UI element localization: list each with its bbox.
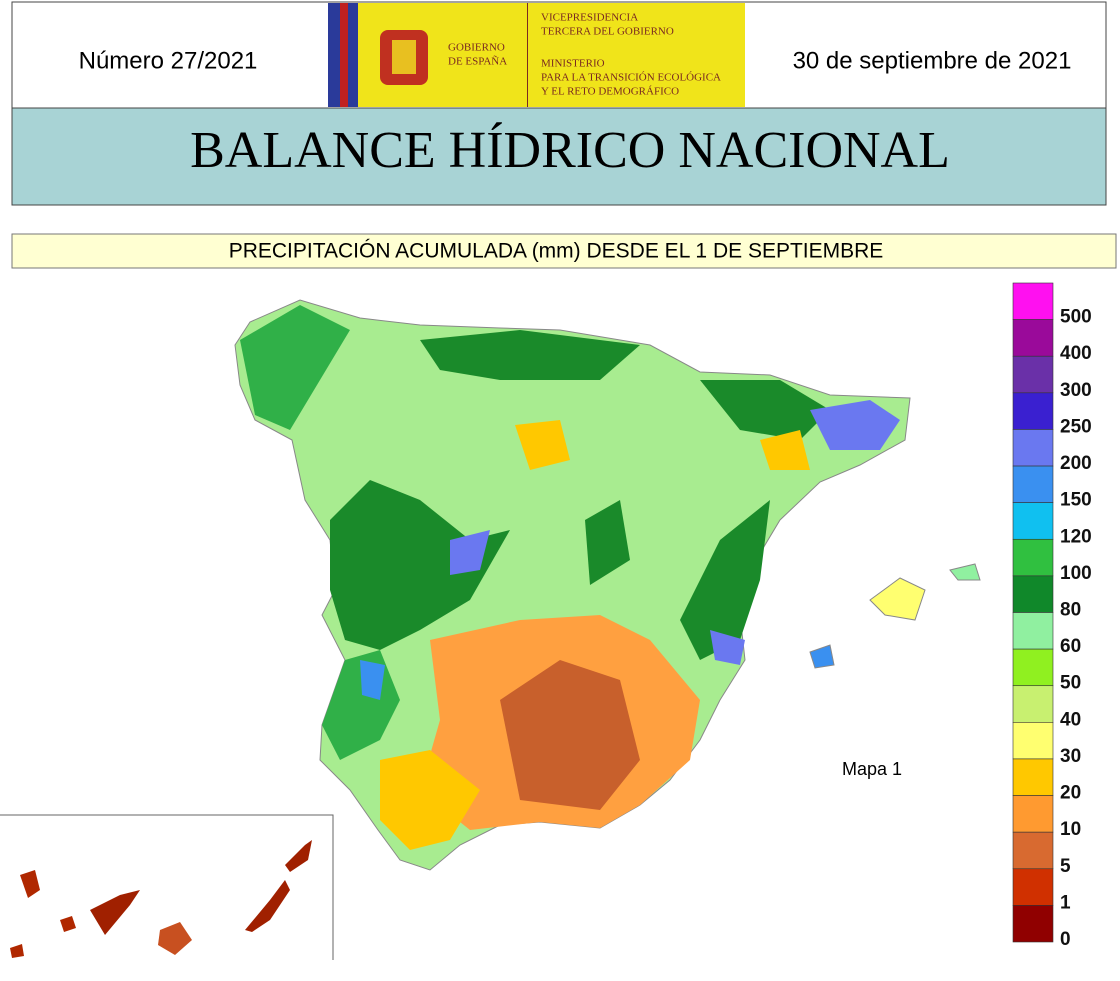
legend-swatch xyxy=(1012,868,1054,906)
logo-text: PARA LA TRANSICIÓN ECOLÓGICA xyxy=(541,72,721,84)
legend-label: 40 xyxy=(1060,709,1081,730)
legend-swatch xyxy=(1012,502,1054,540)
legend-label: 120 xyxy=(1060,526,1092,547)
logo-text: GOBIERNO xyxy=(448,42,505,54)
legend-label: 100 xyxy=(1060,563,1092,584)
issue-number: Número 27/2021 xyxy=(79,47,258,74)
legend-swatch xyxy=(1012,282,1054,320)
title-band xyxy=(11,107,1107,206)
legend-swatch xyxy=(1012,575,1054,613)
legend-swatch xyxy=(1012,429,1054,467)
legend-label: 150 xyxy=(1060,490,1092,511)
logo-text: VICEPRESIDENCIA xyxy=(541,12,638,24)
issue-date: 30 de septiembre de 2021 xyxy=(793,47,1072,74)
legend-swatch xyxy=(1012,648,1054,687)
legend-label: 200 xyxy=(1060,453,1092,474)
legend-label: 400 xyxy=(1060,343,1092,364)
logo-text: Y EL RETO DEMOGRÁFICO xyxy=(541,86,679,98)
legend-swatch xyxy=(1012,795,1054,833)
legend-swatch xyxy=(1012,612,1054,650)
logo-text: TERCERA DEL GOBIERNO xyxy=(541,26,674,38)
legend-swatch xyxy=(1012,355,1054,394)
logo-text: DE ESPAÑA xyxy=(448,56,507,68)
legend-label: 250 xyxy=(1060,416,1092,437)
legend-label: 1 xyxy=(1060,892,1071,913)
logo-text: MINISTERIO xyxy=(541,58,605,70)
map-subtitle: PRECIPITACIÓN ACUMULADA (mm) DESDE EL 1 … xyxy=(229,240,884,263)
spain-map xyxy=(234,299,981,871)
legend-label: 5 xyxy=(1060,856,1071,877)
legend-swatch xyxy=(1012,758,1054,796)
legend-label: 0 xyxy=(1060,929,1071,950)
legend: 5004003002502001501201008060504030201051… xyxy=(1012,282,1092,950)
legend-swatch xyxy=(1012,685,1054,723)
map-label: Mapa 1 xyxy=(842,759,902,779)
legend-swatch xyxy=(1012,392,1054,430)
legend-swatch xyxy=(1012,831,1054,870)
legend-label: 500 xyxy=(1060,307,1092,328)
legend-label: 20 xyxy=(1060,783,1081,804)
legend-label: 60 xyxy=(1060,636,1081,657)
canary-inset xyxy=(0,814,334,960)
government-logo: GOBIERNO DE ESPAÑA VICEPRESIDENCIA TERCE… xyxy=(328,3,745,107)
legend-swatch xyxy=(1012,722,1054,760)
legend-label: 30 xyxy=(1060,746,1081,767)
main-title: BALANCE HÍDRICO NACIONAL xyxy=(190,121,950,179)
legend-label: 50 xyxy=(1060,673,1081,694)
legend-swatch xyxy=(1012,319,1054,357)
legend-swatch xyxy=(1012,538,1054,577)
subtitle-band xyxy=(11,233,1117,269)
legend-label: 300 xyxy=(1060,380,1092,401)
legend-label: 80 xyxy=(1060,600,1081,621)
legend-swatch xyxy=(1012,465,1054,503)
legend-label: 10 xyxy=(1060,819,1081,840)
legend-swatch xyxy=(1012,905,1054,943)
